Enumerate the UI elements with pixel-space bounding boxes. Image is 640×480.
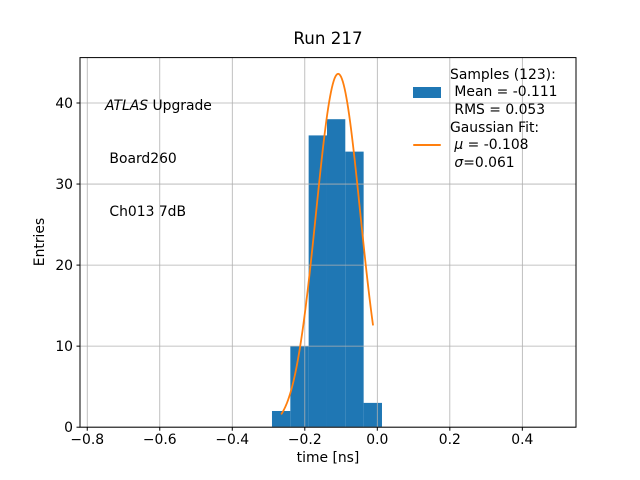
legend-sigma-value: σ=0.061 xyxy=(450,154,515,171)
legend-mu-value: μ = -0.108 xyxy=(450,137,529,154)
histogram-swatch-icon xyxy=(413,86,441,98)
x-axis-label: time [ns] xyxy=(296,450,360,466)
legend-row-samples-header: Samples (123): xyxy=(413,66,558,84)
y-axis-label: Entries xyxy=(32,217,48,267)
legend-row-mu: μ = -0.108 xyxy=(413,136,558,154)
legend-mu-symbol: μ xyxy=(454,137,464,154)
legend-fit-header: Gaussian Fit: xyxy=(450,119,540,136)
histogram-bar xyxy=(326,119,346,428)
legend-row-rms: RMS = 0.053 xyxy=(413,101,558,119)
annotation-line-board: Board260 xyxy=(105,150,177,167)
annotation-line-experiment: ATLAS Upgrade xyxy=(105,98,212,116)
x-tick-label: −0.2 xyxy=(288,432,322,448)
x-tick-label: 0.0 xyxy=(366,432,388,448)
histogram-bar xyxy=(308,135,327,428)
axes-spines xyxy=(79,57,577,428)
annotation-block: ATLAS Upgrade Board260 Ch013 7dB xyxy=(105,63,212,257)
legend: Samples (123): Mean = -0.111 RMS = 0.053… xyxy=(413,66,558,172)
y-tick-label: 30 xyxy=(55,177,73,193)
histogram-bar xyxy=(290,346,309,428)
annotation-experiment-name: ATLAS xyxy=(105,98,149,115)
legend-sigma-symbol: σ xyxy=(454,154,464,171)
legend-handle-histogram xyxy=(413,86,450,98)
y-tick-label: 20 xyxy=(55,258,73,274)
x-tick-label: −0.8 xyxy=(70,432,104,448)
x-tick-label: 0.2 xyxy=(439,432,461,448)
x-tick-label: −0.4 xyxy=(215,432,249,448)
histogram-bar xyxy=(345,151,364,428)
fit-line-swatch-icon xyxy=(413,143,441,147)
y-tick-label: 40 xyxy=(55,96,73,112)
legend-row-fit-header: Gaussian Fit: xyxy=(413,119,558,137)
legend-handle-fit-line xyxy=(413,143,450,147)
annotation-experiment-rest: Upgrade xyxy=(148,98,212,115)
x-tick-label: −0.6 xyxy=(143,432,177,448)
legend-samples-header: Samples (123): xyxy=(450,66,556,83)
gaussian-fit-curve xyxy=(280,72,374,415)
legend-mu-rest: = -0.108 xyxy=(463,137,529,154)
legend-mean-value: Mean = -0.111 xyxy=(450,84,558,101)
chart-title: Run 217 xyxy=(293,28,363,48)
legend-row-sigma: σ=0.061 xyxy=(413,154,558,172)
x-tick-label: 0.4 xyxy=(511,432,533,448)
histogram-bar xyxy=(271,410,291,428)
histogram-bar xyxy=(363,402,382,428)
legend-sigma-rest: =0.061 xyxy=(463,154,515,171)
annotation-line-channel: Ch013 7dB xyxy=(105,203,187,220)
y-tick-label: 10 xyxy=(55,339,73,355)
y-tick-label: 0 xyxy=(64,420,73,436)
legend-row-mean: Mean = -0.111 xyxy=(413,84,558,102)
legend-rms-value: RMS = 0.053 xyxy=(450,101,546,118)
